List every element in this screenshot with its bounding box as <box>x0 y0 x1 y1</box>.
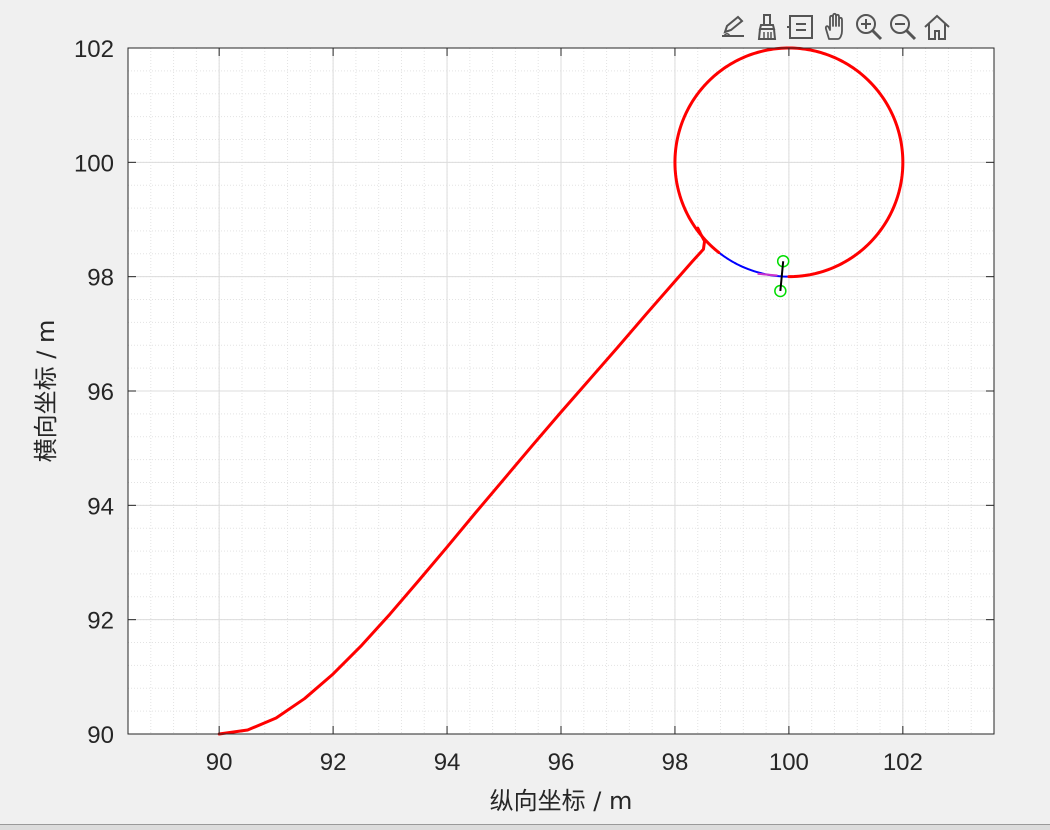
x-tick-label: 100 <box>769 749 809 776</box>
edit-plot-button[interactable] <box>716 10 750 44</box>
y-tick-label: 98 <box>87 265 114 292</box>
x-tick-label: 102 <box>883 749 923 776</box>
zoom-in-icon <box>856 14 883 41</box>
brush-button[interactable] <box>750 10 784 44</box>
y-axis-label: 横向坐标 / m <box>32 320 60 463</box>
marker-segment <box>757 272 778 277</box>
series-line-1 <box>217 226 707 736</box>
y-tick-label: 100 <box>74 150 114 177</box>
zoom-out-icon <box>890 14 917 41</box>
home-icon <box>924 14 950 40</box>
pan-button[interactable] <box>818 10 852 44</box>
zoom-out-button[interactable] <box>886 10 920 44</box>
x-tick-label: 90 <box>206 749 233 776</box>
data-tips-button[interactable] <box>784 10 818 44</box>
brush-icon <box>757 14 777 40</box>
data-tips-icon <box>787 15 813 39</box>
axes-toolbar <box>716 8 954 46</box>
bottom-strip <box>0 824 1050 830</box>
x-tick-label: 92 <box>320 749 347 776</box>
x-axis: 90 92 94 96 98 100 102 <box>206 48 923 776</box>
marker-segment <box>779 261 785 292</box>
y-tick-label: 90 <box>87 722 114 749</box>
x-tick-label: 96 <box>548 749 575 776</box>
zoom-in-button[interactable] <box>852 10 886 44</box>
x-tick-label: 94 <box>434 749 461 776</box>
plot-area <box>217 46 905 736</box>
y-tick-label: 102 <box>74 36 114 63</box>
x-axis-label: 纵向坐标 / m <box>490 787 633 815</box>
x-tick-label: 98 <box>662 749 689 776</box>
pan-hand-icon <box>824 12 843 40</box>
series-line-2 <box>673 46 905 279</box>
edit-plot-icon <box>722 15 744 37</box>
y-tick-label: 94 <box>87 493 114 520</box>
y-tick-label: 96 <box>87 379 114 406</box>
y-tick-label: 92 <box>87 608 114 635</box>
y-axis: 90 92 94 96 98 100 102 <box>74 36 994 749</box>
home-button[interactable] <box>920 10 954 44</box>
